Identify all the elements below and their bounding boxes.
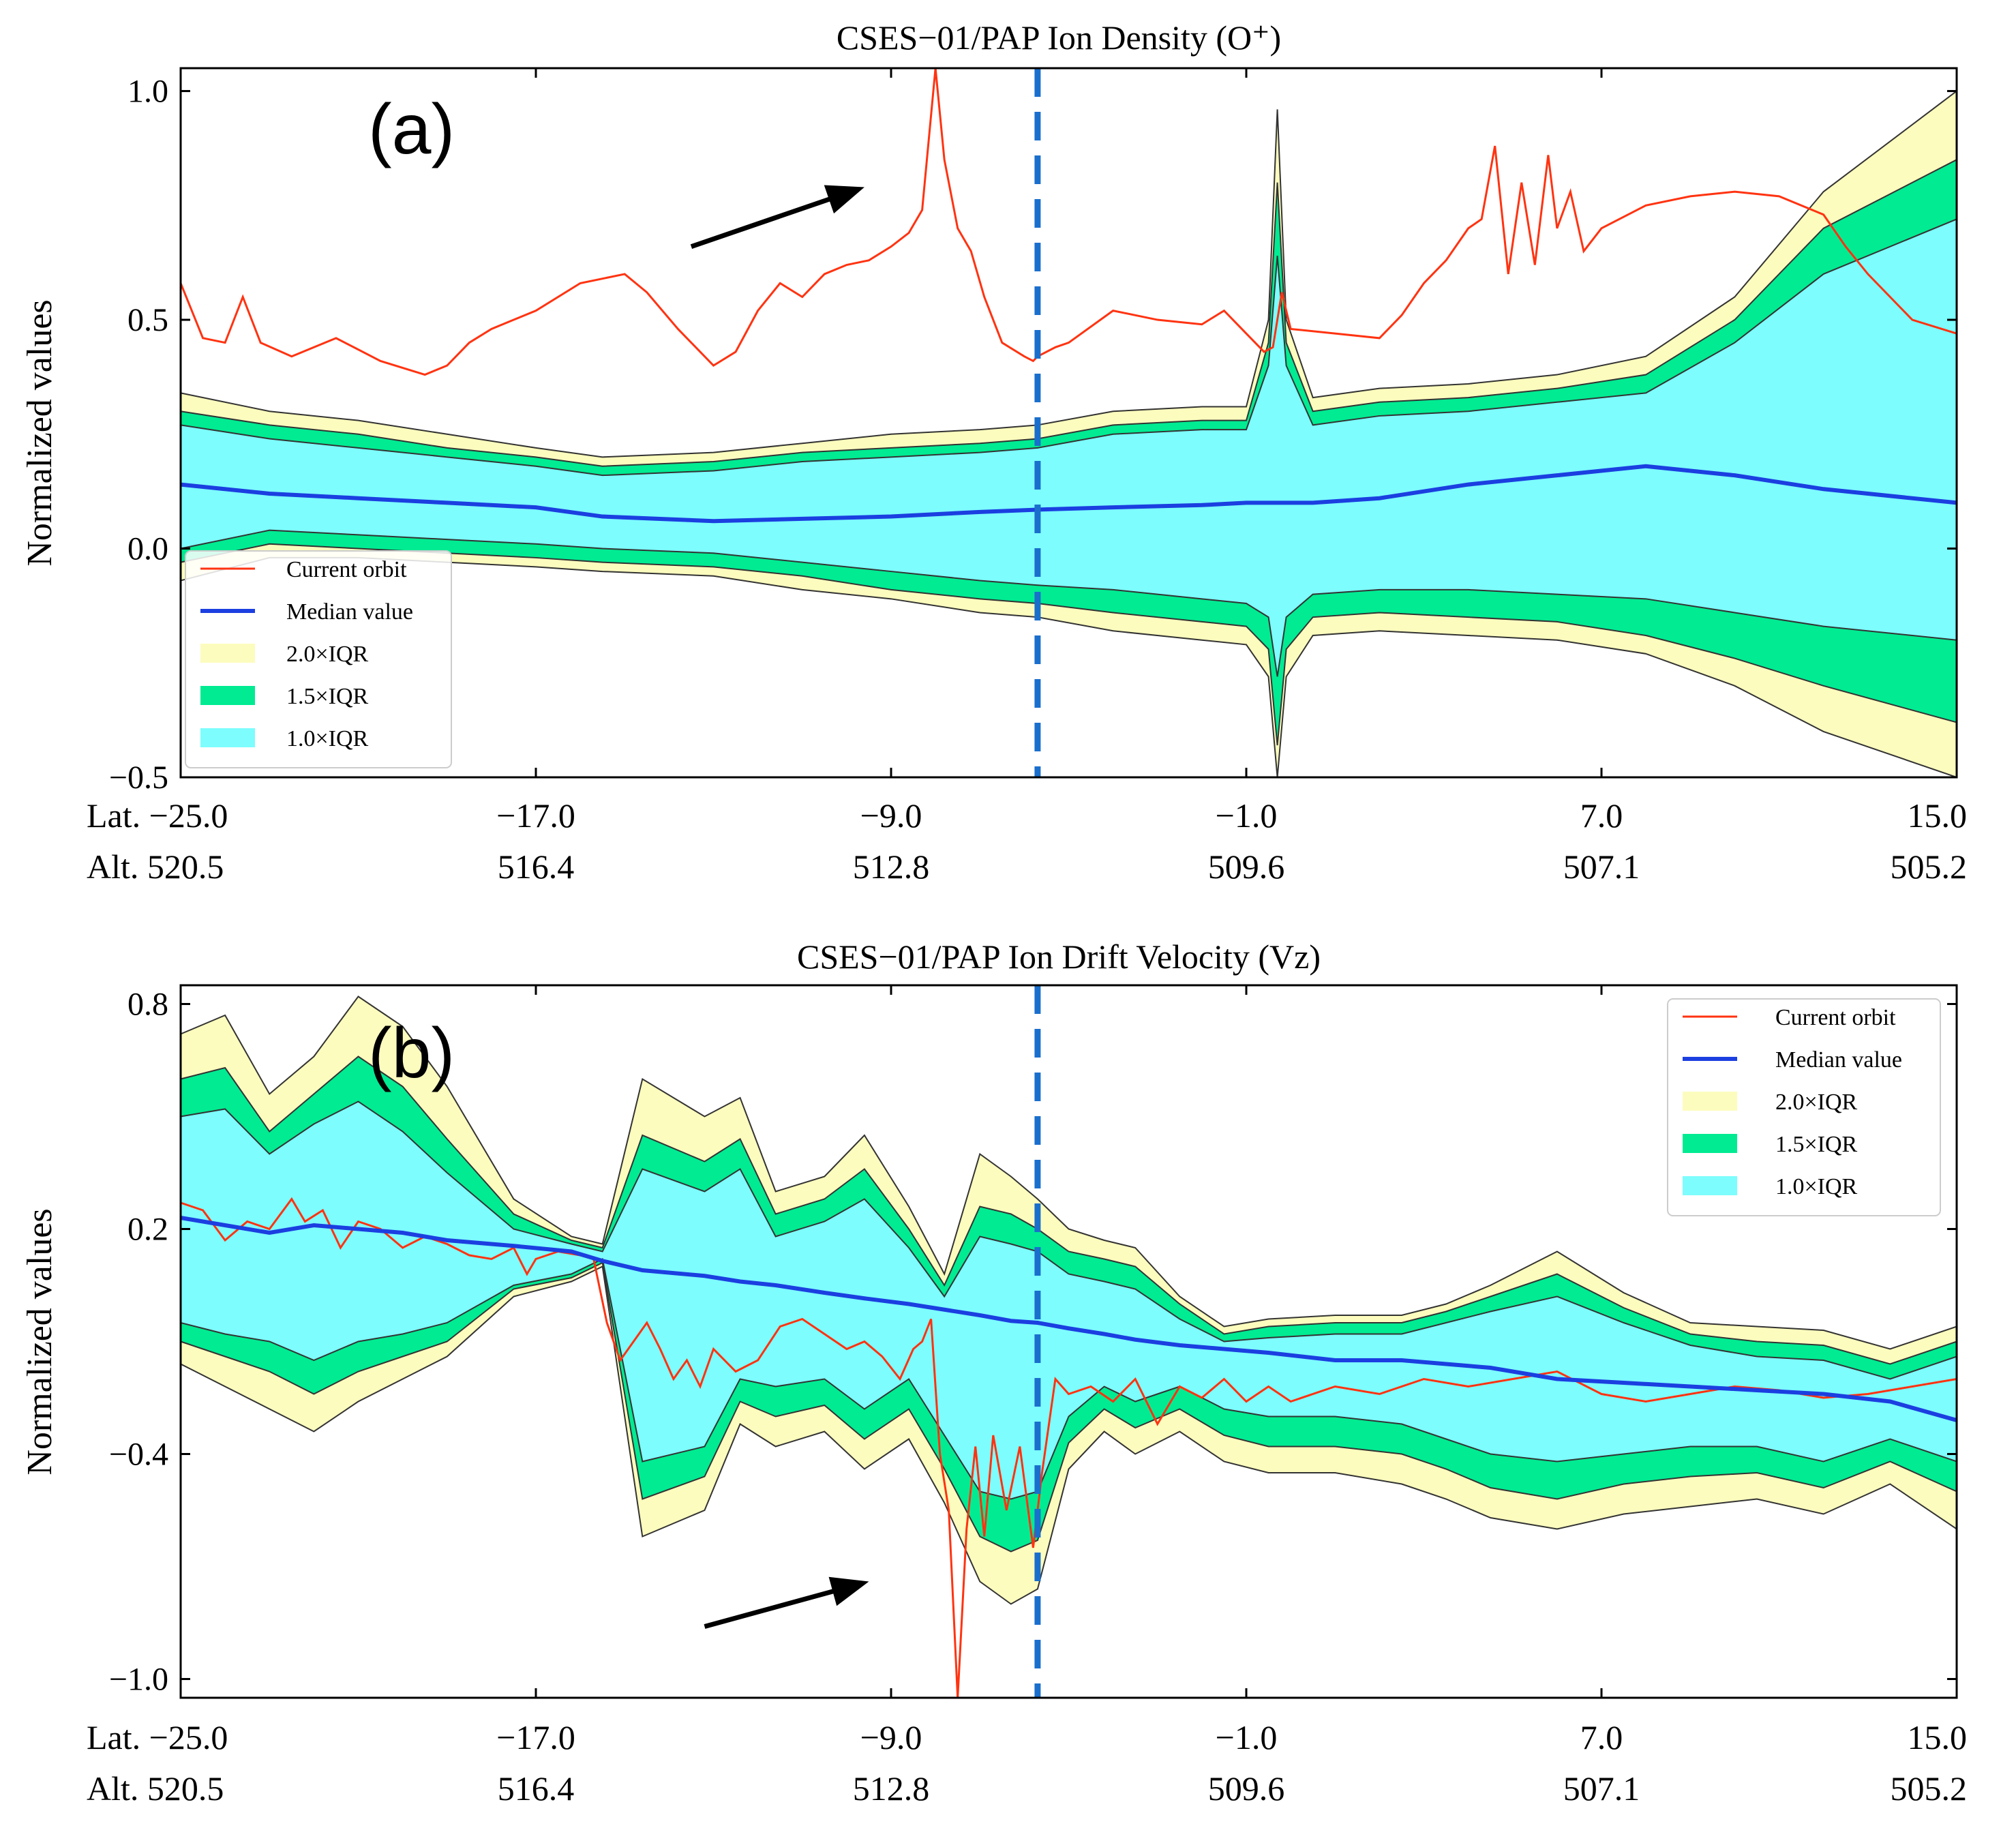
legend-b: Current orbit Median value 2.0×IQR 1.5×I… — [1667, 998, 1941, 1216]
x-tick-lat-label: −1.0 — [1216, 796, 1278, 835]
x-axis-a: Lat. −25.0 Alt. 520.5 −17.0 516.4 −9.0 512.8 −… — [87, 68, 1967, 886]
x-tick-alt-label: 516.4 — [498, 848, 575, 886]
y-tick-label: 0.8 — [127, 987, 168, 1023]
y-tick-label: −0.4 — [109, 1437, 168, 1473]
legend-box-b — [1667, 998, 1941, 1216]
legend-swatch-1iqr-a — [200, 728, 255, 747]
y-tick-label: −0.5 — [109, 760, 168, 796]
legend-label-orbit-b: Current orbit — [1775, 1005, 1896, 1030]
legend-swatch-15iqr-b — [1683, 1134, 1737, 1153]
legend-label-median-a: Median value — [286, 599, 413, 625]
x-tick-alt-label: 507.1 — [1563, 1769, 1640, 1808]
legend-box-a — [185, 550, 452, 768]
arrowhead-a — [824, 185, 864, 214]
plot-area-a: (a) — [179, 67, 1958, 779]
legend-swatch-1iqr-b — [1683, 1176, 1737, 1195]
y-tick-label: −1.0 — [109, 1662, 168, 1698]
legend-a: Current orbit Median value 2.0×IQR 1.5×I… — [185, 550, 452, 768]
y-axis-label-a: Normalized values — [20, 299, 59, 566]
legend-swatch-2iqr-b — [1683, 1092, 1737, 1111]
legend-label-orbit-a: Current orbit — [286, 557, 407, 582]
x-tick-alt-label: 505.2 — [1891, 1769, 1968, 1808]
legend-swatch-15iqr-a — [200, 686, 255, 705]
legend-label-1iqr-b: 1.0×IQR — [1775, 1174, 1858, 1199]
x-tick-lat-label: Lat. −25.0 — [87, 1718, 228, 1756]
y-axis-label-b: Normalized values — [20, 1208, 59, 1475]
legend-label-15iqr-b: 1.5×IQR — [1775, 1132, 1858, 1157]
y-axis-b: −1.0 −0.4 0.2 0.8 — [109, 987, 1957, 1698]
chart-title-b: CSES−01/PAP Ion Drift Velocity (Vz) — [797, 938, 1321, 976]
x-tick-alt-label: 512.8 — [853, 1769, 930, 1808]
arrow-b — [704, 1587, 840, 1629]
legend-label-2iqr-b: 2.0×IQR — [1775, 1090, 1858, 1115]
y-tick-label: 0.5 — [127, 302, 168, 338]
arrow-a — [690, 194, 837, 249]
legend-label-median-b: Median value — [1775, 1047, 1902, 1073]
median-line-b — [180, 1216, 1957, 1422]
x-tick-lat-label: 7.0 — [1580, 796, 1623, 835]
legend-swatch-2iqr-a — [200, 644, 255, 663]
x-tick-lat-label: −1.0 — [1216, 1718, 1278, 1756]
x-tick-lat-label: Lat. −25.0 — [87, 796, 228, 835]
x-tick-alt-label: Alt. 520.5 — [87, 1769, 224, 1808]
x-tick-alt-label: 509.6 — [1208, 1769, 1285, 1808]
plot-frame-b — [179, 984, 1958, 1699]
plot-area-b: (b) — [179, 984, 1958, 1699]
panel-b: CSES−01/PAP Ion Drift Velocity (Vz) (b) … — [20, 938, 1967, 1808]
legend-label-2iqr-a: 2.0×IQR — [286, 642, 369, 667]
x-tick-lat-label: 15.0 — [1908, 796, 1968, 835]
x-tick-lat-label: −17.0 — [496, 796, 575, 835]
x-tick-alt-label: Alt. 520.5 — [87, 848, 224, 886]
x-tick-alt-label: 507.1 — [1563, 848, 1640, 886]
x-tick-lat-label: −17.0 — [496, 1718, 575, 1756]
y-tick-label: 0.0 — [127, 531, 168, 567]
current-orbit-line-b — [180, 1197, 1957, 1698]
arrowhead-b — [828, 1576, 869, 1606]
median-line-a — [180, 464, 1957, 524]
legend-label-15iqr-a: 1.5×IQR — [286, 684, 369, 709]
panel-a: CSES−01/PAP Ion Density (O⁺) (a) −0.5 0.0… — [20, 18, 1967, 886]
legend-label-1iqr-a: 1.0×IQR — [286, 726, 369, 751]
x-tick-alt-label: 516.4 — [498, 1769, 575, 1808]
chart-title-a: CSES−01/PAP Ion Density (O⁺) — [837, 18, 1281, 57]
y-axis-a: −0.5 0.0 0.5 1.0 — [109, 74, 1957, 796]
y-tick-label: 1.0 — [127, 74, 168, 110]
plot-frame-a — [179, 67, 1958, 779]
x-tick-lat-label: 15.0 — [1908, 1718, 1968, 1756]
y-tick-label: 0.2 — [127, 1212, 168, 1248]
x-tick-alt-label: 509.6 — [1208, 848, 1285, 886]
x-tick-lat-label: −9.0 — [860, 1718, 922, 1756]
x-tick-alt-label: 512.8 — [853, 848, 930, 886]
panel-label-b: (b) — [368, 1014, 455, 1093]
x-tick-lat-label: −9.0 — [860, 796, 922, 835]
x-tick-lat-label: 7.0 — [1580, 1718, 1623, 1756]
panel-label-a: (a) — [368, 90, 455, 169]
x-tick-alt-label: 505.2 — [1891, 848, 1968, 886]
x-axis-b: Lat. −25.0 Alt. 520.5 −17.0 516.4 −9.0 512.8 −… — [87, 985, 1967, 1808]
